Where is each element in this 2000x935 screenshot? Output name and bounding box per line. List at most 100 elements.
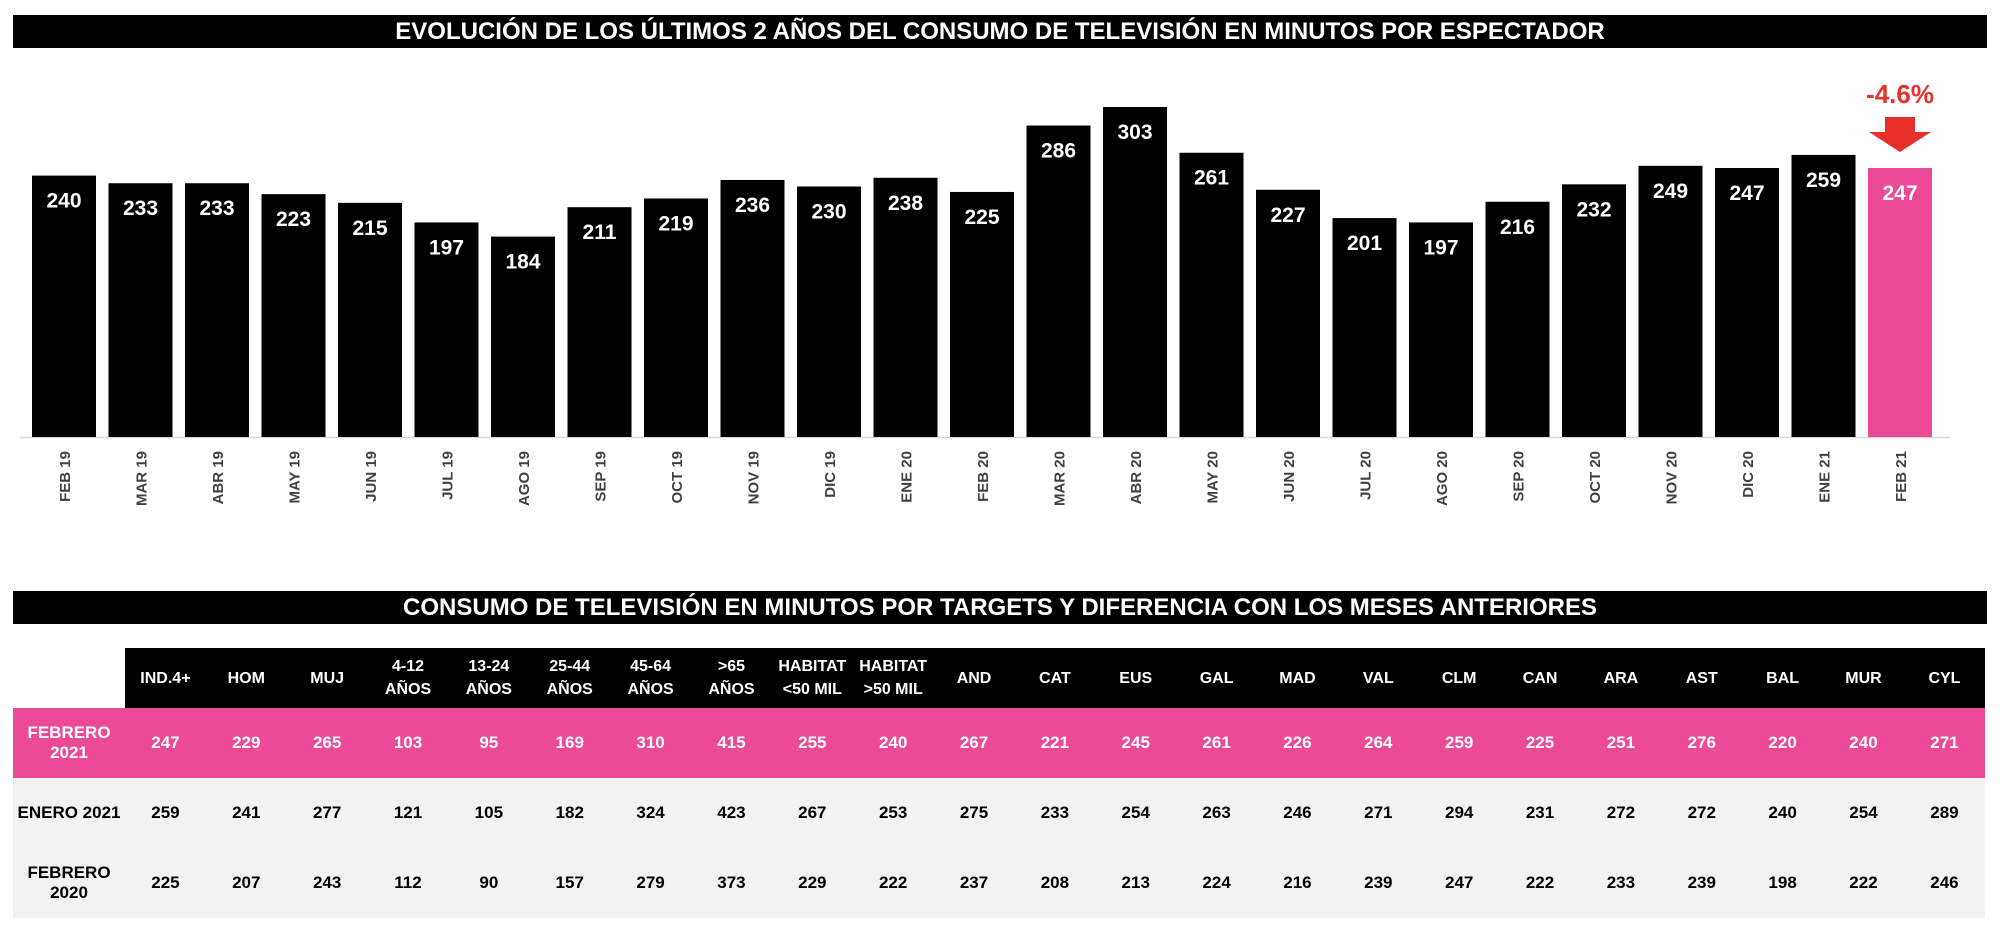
row-label: FEBRERO 2021	[13, 708, 125, 778]
data-label: 233	[123, 197, 158, 220]
row-label: FEBRERO 2020	[13, 848, 125, 918]
table-cell: 272	[1661, 778, 1743, 848]
x-tick-label: DIC 20	[1740, 451, 1757, 498]
table-cell: 229	[771, 848, 853, 918]
table-cell: 324	[610, 778, 692, 848]
table-cell: 255	[771, 708, 853, 778]
data-label: 184	[505, 251, 540, 274]
column-header: CYL	[1903, 648, 1985, 708]
table-cell: 277	[286, 778, 368, 848]
bar	[261, 194, 326, 437]
bar-chart: 240 FEB 19 233 MAR 19 233 ABR 19 223 MAY 19 215 J…	[20, 79, 1950, 506]
data-label: 238	[888, 192, 923, 215]
bar	[1103, 107, 1167, 437]
table-cell: 225	[125, 848, 206, 918]
table-cell: 221	[1014, 708, 1096, 778]
table-cell: 239	[1661, 848, 1743, 918]
table-cell: 229	[205, 708, 287, 778]
table-cell: 267	[771, 778, 853, 848]
data-label: 303	[1117, 121, 1152, 144]
table-cell: 247	[1418, 848, 1500, 918]
x-tick-label: ENE 21	[1817, 451, 1834, 503]
table-cell: 216	[1257, 848, 1338, 918]
bar	[1638, 165, 1703, 437]
bar	[185, 183, 249, 437]
table-cell: 271	[1903, 708, 1985, 778]
table-cell: 310	[610, 708, 692, 778]
column-header: 25-44 AÑOS	[529, 648, 611, 708]
table-cell: 198	[1742, 848, 1824, 918]
column-header: CAT	[1014, 648, 1096, 708]
table-cell: 267	[933, 708, 1015, 778]
table-cell: 222	[852, 848, 934, 918]
bar	[108, 183, 173, 437]
column-header: CAN	[1499, 648, 1581, 708]
x-tick-label: NOV 20	[1664, 451, 1681, 504]
bar	[1179, 152, 1244, 438]
table-cell: 222	[1499, 848, 1581, 918]
column-header: HABITAT <50 MIL	[771, 648, 853, 708]
column-header: HOM	[205, 648, 287, 708]
table-cell: 121	[367, 778, 449, 848]
table-cell: 95	[448, 708, 530, 778]
x-tick-label: ENE 20	[899, 451, 916, 503]
table-cell: 112	[367, 848, 449, 918]
table-cell: 225	[1499, 708, 1581, 778]
column-header: MUR	[1823, 648, 1904, 708]
table-cell: 373	[691, 848, 772, 918]
table-cell: 237	[933, 848, 1015, 918]
column-header: GAL	[1176, 648, 1258, 708]
bar	[491, 236, 555, 437]
change-annotation: -4.6%	[1866, 79, 1934, 109]
bar	[1332, 218, 1397, 437]
table-cell: 261	[1176, 708, 1258, 778]
x-tick-label: MAY 19	[287, 451, 304, 504]
table-cell: 265	[286, 708, 368, 778]
table-cell: 220	[1742, 708, 1824, 778]
chart-title: EVOLUCIÓN DE LOS ÚLTIMOS 2 AÑOS DEL CONS…	[13, 15, 1987, 48]
bar	[1791, 154, 1856, 438]
column-header: 4-12 AÑOS	[367, 648, 449, 708]
bar	[1715, 167, 1779, 437]
bar	[32, 175, 96, 437]
x-tick-label: MAY 20	[1205, 451, 1222, 504]
table-cell: 423	[691, 778, 772, 848]
x-tick-label: NOV 19	[746, 451, 763, 504]
column-header: 13-24 AÑOS	[448, 648, 530, 708]
data-label: 259	[1806, 169, 1841, 192]
table-title: CONSUMO DE TELEVISIÓN EN MINUTOS POR TAR…	[13, 591, 1987, 624]
x-tick-label: JUN 20	[1281, 451, 1298, 502]
table-cell: 254	[1095, 778, 1177, 848]
x-tick-label: JUL 19	[440, 451, 457, 500]
x-tick-label: ABR 20	[1128, 451, 1145, 504]
table-cell: 224	[1176, 848, 1258, 918]
table-cell: 213	[1095, 848, 1177, 918]
table-cell: 279	[610, 848, 692, 918]
bar	[873, 177, 938, 437]
table-row: FEBRERO 2020 225 207 243 112 90 157 279 373 229 222…	[13, 848, 1985, 918]
data-label: 286	[1041, 140, 1076, 163]
data-label: 236	[735, 194, 770, 217]
table-cell: 105	[448, 778, 530, 848]
table-cell: 243	[286, 848, 368, 918]
column-header: VAL	[1337, 648, 1419, 708]
column-header: EUS	[1095, 648, 1177, 708]
column-header: MUJ	[286, 648, 368, 708]
table-cell: 240	[1742, 778, 1824, 848]
table-cell: 259	[1418, 708, 1500, 778]
targets-table: IND.4+ HOM MUJ 4-12 AÑOS 13-24 AÑOS 25-44 AÑOS 45…	[13, 648, 1985, 918]
data-label: 219	[658, 212, 693, 235]
table-cell: 275	[933, 778, 1015, 848]
x-tick-label: SEP 20	[1511, 451, 1528, 502]
x-tick-label: MAR 19	[134, 451, 151, 506]
data-label: 247	[1882, 182, 1917, 205]
data-label: 261	[1194, 167, 1229, 190]
table-cell: 245	[1095, 708, 1177, 778]
bar	[1026, 125, 1091, 437]
table-cell: 251	[1580, 708, 1662, 778]
data-label: 232	[1576, 198, 1611, 221]
table-row: FEBRERO 2021 247 229 265 103 95 169 310 415 255 240…	[13, 708, 1985, 778]
table-cell: 169	[529, 708, 611, 778]
table-cell: 182	[529, 778, 611, 848]
x-tick-label: FEB 19	[57, 451, 74, 502]
